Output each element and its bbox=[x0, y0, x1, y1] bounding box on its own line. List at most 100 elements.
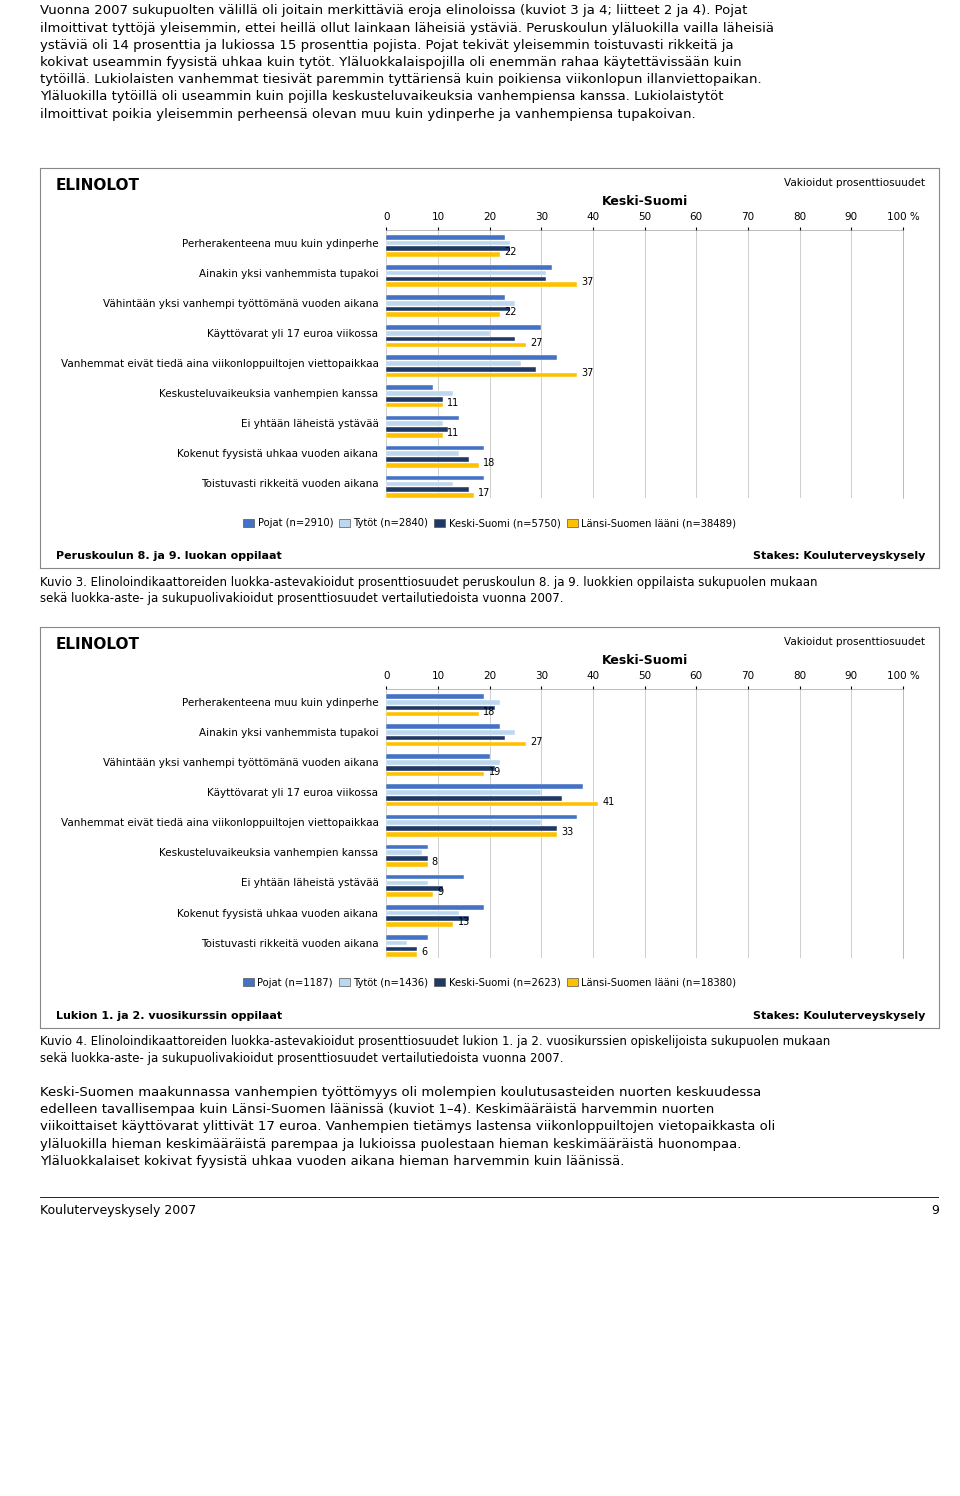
Legend: Pojat (n=1187), Tytöt (n=1436), Keski-Suomi (n=2623), Länsi-Suomen lääni (n=1838: Pojat (n=1187), Tytöt (n=1436), Keski-Su… bbox=[239, 974, 740, 992]
Text: Käyttövarat yli 17 euroa viikossa: Käyttövarat yli 17 euroa viikossa bbox=[207, 788, 378, 799]
Bar bbox=[386, 766, 494, 770]
Text: Keskusteluvaikeuksia vanhempien kanssa: Keskusteluvaikeuksia vanhempien kanssa bbox=[159, 848, 378, 859]
Bar bbox=[386, 367, 536, 371]
Text: 9: 9 bbox=[437, 887, 443, 898]
Bar bbox=[386, 313, 500, 317]
Bar bbox=[386, 458, 468, 462]
Bar bbox=[386, 820, 541, 824]
Text: Perherakenteena muu kuin ydinperhe: Perherakenteena muu kuin ydinperhe bbox=[181, 697, 378, 708]
Bar bbox=[386, 295, 505, 299]
Bar bbox=[386, 760, 500, 764]
Bar bbox=[386, 875, 464, 880]
Text: Käyttövarat yli 17 euroa viikossa: Käyttövarat yli 17 euroa viikossa bbox=[207, 329, 378, 340]
Text: 18: 18 bbox=[484, 458, 495, 468]
Text: 13: 13 bbox=[458, 917, 469, 928]
Text: 9: 9 bbox=[931, 1204, 939, 1218]
Bar bbox=[386, 337, 516, 341]
Text: 22: 22 bbox=[504, 308, 516, 317]
Text: ELINOLOT: ELINOLOT bbox=[56, 178, 139, 193]
Bar bbox=[386, 881, 427, 886]
Bar bbox=[386, 271, 546, 275]
Bar bbox=[386, 265, 552, 269]
Bar bbox=[386, 905, 485, 910]
Bar bbox=[386, 386, 433, 390]
Text: 41: 41 bbox=[602, 797, 614, 806]
Legend: Pojat (n=2910), Tytöt (n=2840), Keski-Suomi (n=5750), Länsi-Suomen lääni (n=3848: Pojat (n=2910), Tytöt (n=2840), Keski-Su… bbox=[239, 515, 740, 533]
Title: Keski-Suomi: Keski-Suomi bbox=[602, 654, 687, 667]
Bar bbox=[386, 724, 500, 729]
Text: 17: 17 bbox=[478, 488, 491, 498]
Bar bbox=[386, 826, 557, 830]
Bar bbox=[386, 772, 485, 776]
Text: Vakioidut prosenttiosuudet: Vakioidut prosenttiosuudet bbox=[784, 178, 925, 187]
Text: Stakes: Kouluterveyskysely: Stakes: Kouluterveyskysely bbox=[753, 1010, 925, 1020]
Bar bbox=[386, 802, 598, 806]
Text: Perherakenteena muu kuin ydinperhe: Perherakenteena muu kuin ydinperhe bbox=[181, 238, 378, 248]
Text: 11: 11 bbox=[447, 428, 460, 438]
Text: Kuvio 3. Elinoloindikaattoreiden luokka-astevakioidut prosenttiosuudet peruskoul: Kuvio 3. Elinoloindikaattoreiden luokka-… bbox=[40, 576, 818, 606]
Bar bbox=[386, 700, 500, 705]
Bar bbox=[386, 790, 541, 794]
Bar bbox=[386, 856, 427, 860]
Text: Vanhemmat eivät tiedä aina viikonloppuiltojen viettopaikkaa: Vanhemmat eivät tiedä aina viikonloppuil… bbox=[60, 359, 378, 370]
Bar bbox=[386, 845, 427, 850]
Bar bbox=[386, 736, 505, 741]
Bar bbox=[386, 488, 468, 492]
Text: Vanhemmat eivät tiedä aina viikonloppuiltojen viettopaikkaa: Vanhemmat eivät tiedä aina viikonloppuil… bbox=[60, 818, 378, 829]
Text: 37: 37 bbox=[582, 368, 594, 377]
Text: Kouluterveyskysely 2007: Kouluterveyskysely 2007 bbox=[40, 1204, 197, 1218]
Text: Toistuvasti rikkeitä vuoden aikana: Toistuvasti rikkeitä vuoden aikana bbox=[201, 479, 378, 489]
Text: Vähintään yksi vanhempi työttömänä vuoden aikana: Vähintään yksi vanhempi työttömänä vuode… bbox=[103, 758, 378, 767]
Text: Vakioidut prosenttiosuudet: Vakioidut prosenttiosuudet bbox=[784, 637, 925, 646]
Text: 37: 37 bbox=[582, 277, 594, 287]
Text: 27: 27 bbox=[530, 736, 542, 747]
Bar bbox=[386, 815, 577, 820]
Bar bbox=[386, 235, 505, 239]
Bar bbox=[386, 307, 511, 311]
Text: Toistuvasti rikkeitä vuoden aikana: Toistuvasti rikkeitä vuoden aikana bbox=[201, 938, 378, 948]
Bar bbox=[386, 253, 500, 257]
Text: Peruskoulun 8. ja 9. luokan oppilaat: Peruskoulun 8. ja 9. luokan oppilaat bbox=[56, 551, 281, 561]
Bar bbox=[386, 361, 520, 365]
Bar bbox=[386, 730, 516, 735]
Bar bbox=[386, 331, 490, 335]
Bar bbox=[386, 887, 444, 892]
Bar bbox=[386, 396, 444, 401]
Text: 22: 22 bbox=[504, 247, 516, 257]
Text: Ainakin yksi vanhemmista tupakoi: Ainakin yksi vanhemmista tupakoi bbox=[199, 729, 378, 738]
Bar bbox=[386, 892, 433, 896]
Bar bbox=[386, 947, 418, 951]
Text: Lukion 1. ja 2. vuosikurssin oppilaat: Lukion 1. ja 2. vuosikurssin oppilaat bbox=[56, 1010, 281, 1020]
Bar bbox=[386, 452, 459, 456]
Bar bbox=[386, 325, 541, 329]
Text: 11: 11 bbox=[447, 398, 460, 408]
Bar bbox=[386, 356, 557, 361]
Bar bbox=[386, 301, 516, 305]
Bar bbox=[386, 428, 448, 432]
Text: ELINOLOT: ELINOLOT bbox=[56, 637, 139, 652]
Bar bbox=[386, 343, 526, 347]
Bar bbox=[386, 432, 444, 437]
Bar bbox=[386, 784, 583, 788]
Bar bbox=[386, 712, 479, 717]
Bar bbox=[386, 754, 490, 758]
Text: 19: 19 bbox=[489, 767, 501, 776]
Bar bbox=[386, 706, 494, 711]
Bar bbox=[386, 446, 485, 450]
Text: Ainakin yksi vanhemmista tupakoi: Ainakin yksi vanhemmista tupakoi bbox=[199, 269, 378, 278]
Bar bbox=[386, 283, 577, 287]
Bar bbox=[386, 922, 453, 928]
Text: 8: 8 bbox=[432, 857, 438, 868]
Bar bbox=[386, 935, 427, 939]
Bar bbox=[386, 392, 453, 396]
Text: 27: 27 bbox=[530, 338, 542, 347]
Text: Stakes: Kouluterveyskysely: Stakes: Kouluterveyskysely bbox=[753, 551, 925, 561]
Bar bbox=[386, 373, 577, 377]
Bar bbox=[386, 862, 427, 866]
Text: Kokenut fyysistä uhkaa vuoden aikana: Kokenut fyysistä uhkaa vuoden aikana bbox=[178, 449, 378, 459]
Text: Ei yhtään läheistä ystävää: Ei yhtään läheistä ystävää bbox=[241, 878, 378, 889]
Bar bbox=[386, 917, 468, 922]
Bar bbox=[386, 241, 511, 245]
Text: Vuonna 2007 sukupuolten välillä oli joitain merkittäviä eroja elinoloissa (kuvio: Vuonna 2007 sukupuolten välillä oli joit… bbox=[40, 4, 775, 121]
Bar bbox=[386, 462, 479, 468]
